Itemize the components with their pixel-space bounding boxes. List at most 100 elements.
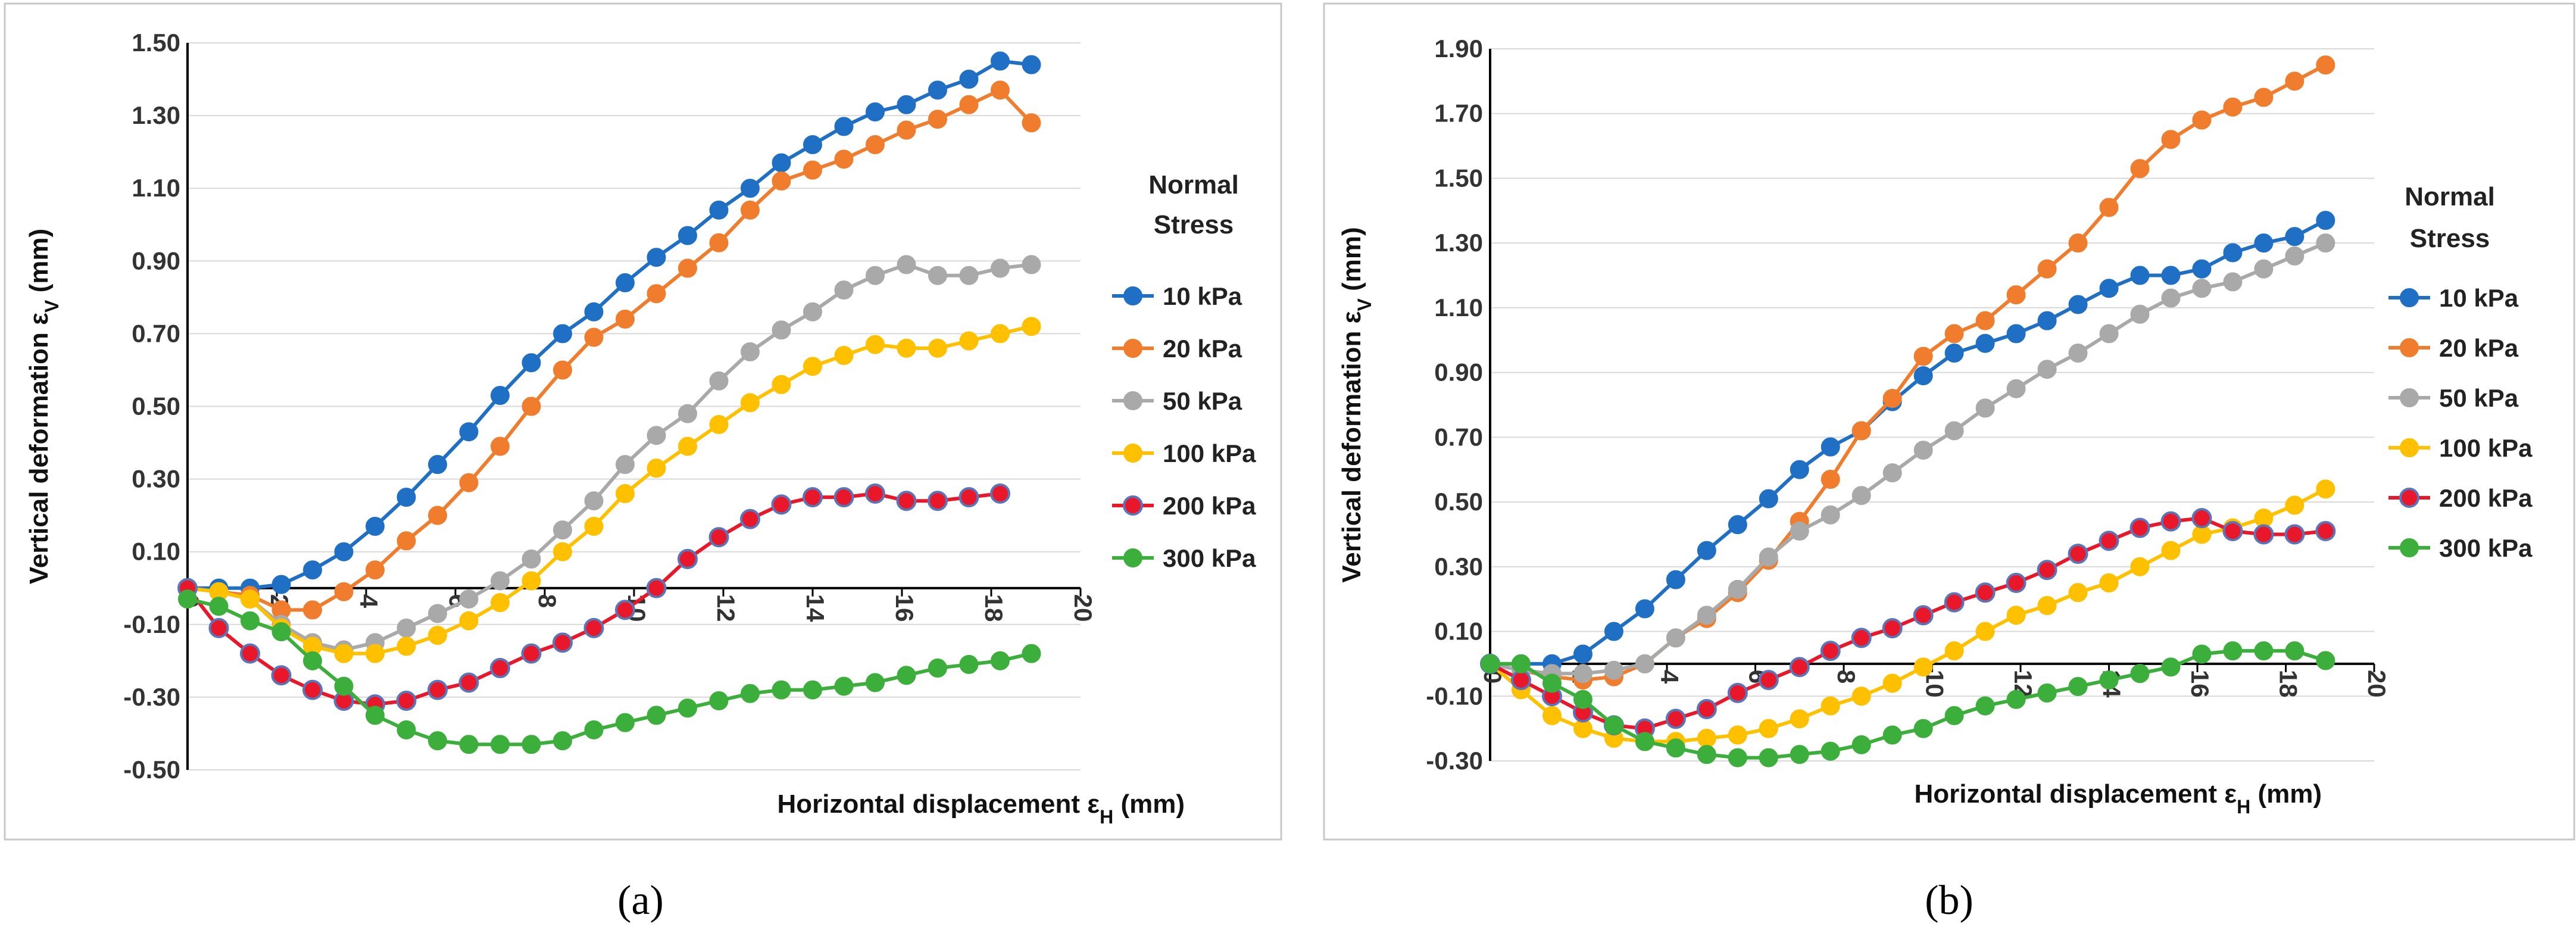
- panel-b-legend-swatch-marker: [2399, 488, 2419, 508]
- panel-b-y-tick-label: 1.70: [1434, 99, 1483, 127]
- panel-a-legend-swatch-marker: [1123, 286, 1142, 305]
- panel-b-point-100-kpa: [2161, 541, 2181, 560]
- panel-b-point-200-kpa: [2284, 524, 2305, 545]
- panel-b-point-300-kpa: [1604, 716, 1623, 735]
- panel-a-point-10-kpa: [709, 200, 729, 220]
- panel-b-legend-title: Stress: [2410, 224, 2490, 253]
- panel-b-point-300-kpa: [2006, 689, 2026, 709]
- panel-b-point-300-kpa: [2068, 676, 2088, 696]
- panel-a-point-50-kpa: [491, 571, 510, 591]
- panel-b-point-300-kpa: [2037, 683, 2057, 703]
- panel-b-y-tick-label: -0.10: [1426, 682, 1483, 710]
- panel-b-point-20-kpa: [2192, 110, 2212, 130]
- panel-a-point-300-kpa: [741, 684, 760, 703]
- panel-a-y-tick-label: 1.10: [132, 174, 180, 202]
- panel-b-point-10-kpa: [2099, 279, 2119, 298]
- panel-a-point-20-kpa: [491, 436, 510, 456]
- panel-a-point-200-kpa: [771, 494, 792, 515]
- panel-b-y-tick-label: 1.10: [1434, 294, 1483, 322]
- panel-a-series-line-50-kpa: [187, 263, 1032, 652]
- chart-panel-b: -0.30 -0.10 0.10 0.30 0.50 0.70 0.90 1.10 1.30 1.…: [1337, 35, 2533, 817]
- panel-b-x-axis-title: Horizontal displacement εH (mm): [1914, 779, 2322, 817]
- panel-a-point-300-kpa: [866, 673, 885, 692]
- panel-a-point-10-kpa: [553, 324, 572, 344]
- panel-a-point-100-kpa: [991, 324, 1010, 344]
- panel-a-point-10-kpa: [803, 135, 822, 154]
- panel-a-point-50-kpa: [459, 589, 479, 609]
- panel-a-point-10-kpa: [334, 542, 354, 561]
- panel-b-point-300-kpa: [1697, 745, 1716, 765]
- panel-a-point-20-kpa: [834, 149, 854, 169]
- panel-b-point-200-kpa: [2006, 573, 2027, 593]
- panel-a-point-20-kpa: [897, 120, 916, 140]
- panel-b-point-300-kpa: [1821, 741, 1840, 761]
- panel-b-point-50-kpa: [1697, 606, 1716, 625]
- panel-b-point-50-kpa: [1666, 628, 1685, 648]
- panel-b-y-tick-label: -0.30: [1426, 747, 1483, 775]
- panel-b-point-20-kpa: [2316, 55, 2335, 75]
- panel-b-point-20-kpa: [2006, 285, 2026, 305]
- panel-b-point-50-kpa: [1882, 463, 1902, 483]
- panel-b-point-200-kpa: [2315, 521, 2336, 542]
- panel-b-point-10-kpa: [1975, 333, 1995, 353]
- panel-b-series-line-50-kpa: [1490, 241, 2327, 676]
- panel-a-point-300-kpa: [772, 680, 791, 700]
- panel-b-series-line-20-kpa: [1490, 63, 2327, 682]
- panel-a-point-20-kpa: [741, 200, 760, 220]
- panel-a-point-200-kpa: [615, 600, 635, 620]
- panel-a-point-100-kpa: [522, 571, 541, 591]
- panel-b-point-10-kpa: [1666, 570, 1685, 589]
- panel-b-y-tick-label: 1.90: [1434, 35, 1483, 63]
- panel-a-series-line-10-kpa: [188, 59, 1032, 590]
- panel-a-point-200-kpa: [646, 578, 667, 598]
- panel-a-point-200-kpa: [458, 672, 479, 693]
- panel-b-point-50-kpa: [2037, 360, 2057, 379]
- panel-a-point-10-kpa: [1022, 55, 1041, 74]
- panel-a-point-300-kpa: [178, 589, 197, 609]
- panel-b-point-300-kpa: [2223, 641, 2243, 661]
- panel-a-point-100-kpa: [897, 338, 916, 358]
- panel-b-point-200-kpa: [2253, 524, 2274, 545]
- panel-b-point-100-kpa: [1759, 719, 1778, 738]
- panel-b-point-10-kpa: [2006, 324, 2026, 344]
- panel-b-point-300-kpa: [1511, 654, 1531, 673]
- panel-b-series-line-300-kpa: [1490, 649, 2327, 760]
- panel-a-frame: [4, 2, 1282, 841]
- panel-a-y-tick-label: 0.90: [132, 246, 180, 274]
- panel-b-legend-swatch-marker: [2400, 438, 2419, 457]
- caption-a: (a): [617, 878, 664, 923]
- panel-b-point-300-kpa: [1851, 735, 1871, 754]
- panel-a-legend-label: 100 kPa: [1163, 439, 1256, 467]
- panel-b-point-10-kpa: [2161, 266, 2181, 285]
- panel-b-point-50-kpa: [1975, 398, 1995, 418]
- panel-a-x-tick-label: 8: [533, 594, 561, 608]
- panel-a-y-axis-title: Vertical deformation εV (mm): [24, 229, 63, 584]
- panel-b-point-300-kpa: [1759, 748, 1778, 767]
- panel-a-point-300-kpa: [991, 651, 1010, 670]
- panel-a-y-tick-label: 0.30: [132, 465, 180, 493]
- panel-a-point-50-kpa: [991, 258, 1010, 278]
- panel-b-y-tick-label: 0.90: [1434, 358, 1483, 386]
- panel-b-point-100-kpa: [2316, 479, 2335, 499]
- panel-b-point-100-kpa: [2285, 495, 2305, 515]
- panel-a-point-10-kpa: [366, 516, 385, 536]
- panel-a-point-10-kpa: [959, 70, 979, 89]
- panel-a-point-20-kpa: [866, 135, 885, 154]
- panel-b-y-axis-title: Vertical deformation εV (mm): [1337, 227, 1375, 582]
- panel-a-point-50-kpa: [772, 320, 791, 340]
- panel-b-point-300-kpa: [1666, 738, 1685, 758]
- panel-b-point-200-kpa: [1851, 628, 1872, 648]
- panel-b-legend-swatch-marker: [2400, 538, 2419, 557]
- panel-b-point-200-kpa: [2160, 511, 2181, 532]
- panel-a-point-100-kpa: [678, 436, 697, 456]
- panel-a-point-100-kpa: [334, 644, 354, 663]
- panel-a-point-50-kpa: [709, 371, 729, 391]
- panel-b-point-100-kpa: [1851, 687, 1871, 706]
- panel-b-point-20-kpa: [2037, 259, 2057, 279]
- panel-a-point-20-kpa: [772, 171, 791, 191]
- panel-b-point-300-kpa: [1728, 748, 1747, 767]
- panel-a-series-line-100-kpa: [187, 324, 1032, 656]
- panel-a-point-100-kpa: [491, 593, 510, 613]
- panel-b-point-50-kpa: [2006, 379, 2026, 398]
